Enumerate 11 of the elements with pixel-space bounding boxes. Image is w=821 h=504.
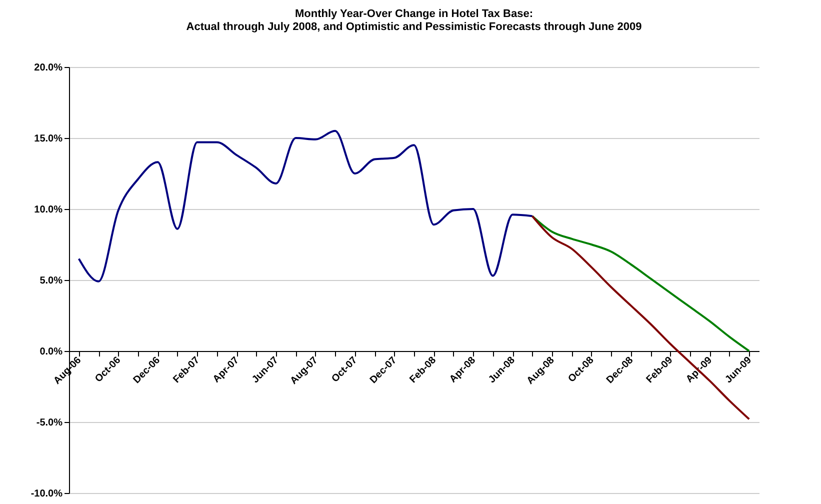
text: Actual through July 2008, and Optimistic and Pessimistic Forecasts through June 2009 — [186, 21, 642, 33]
y-tick-label: 10.0% — [34, 204, 63, 216]
y-tick-label: 5.0% — [40, 276, 63, 286]
text: Monthly Year-Over Change in Hotel Tax Base: — [295, 8, 533, 20]
y-tick-label: 15.0% — [34, 134, 63, 144]
line-series — [531, 215, 750, 352]
y-tick-label: 20.0% — [34, 62, 63, 74]
line-series — [78, 130, 534, 282]
y-tick-label: -5.0% — [36, 418, 63, 428]
y-tick-label: -10.0% — [30, 488, 63, 500]
y-tick-label: 0.0% — [40, 346, 63, 358]
